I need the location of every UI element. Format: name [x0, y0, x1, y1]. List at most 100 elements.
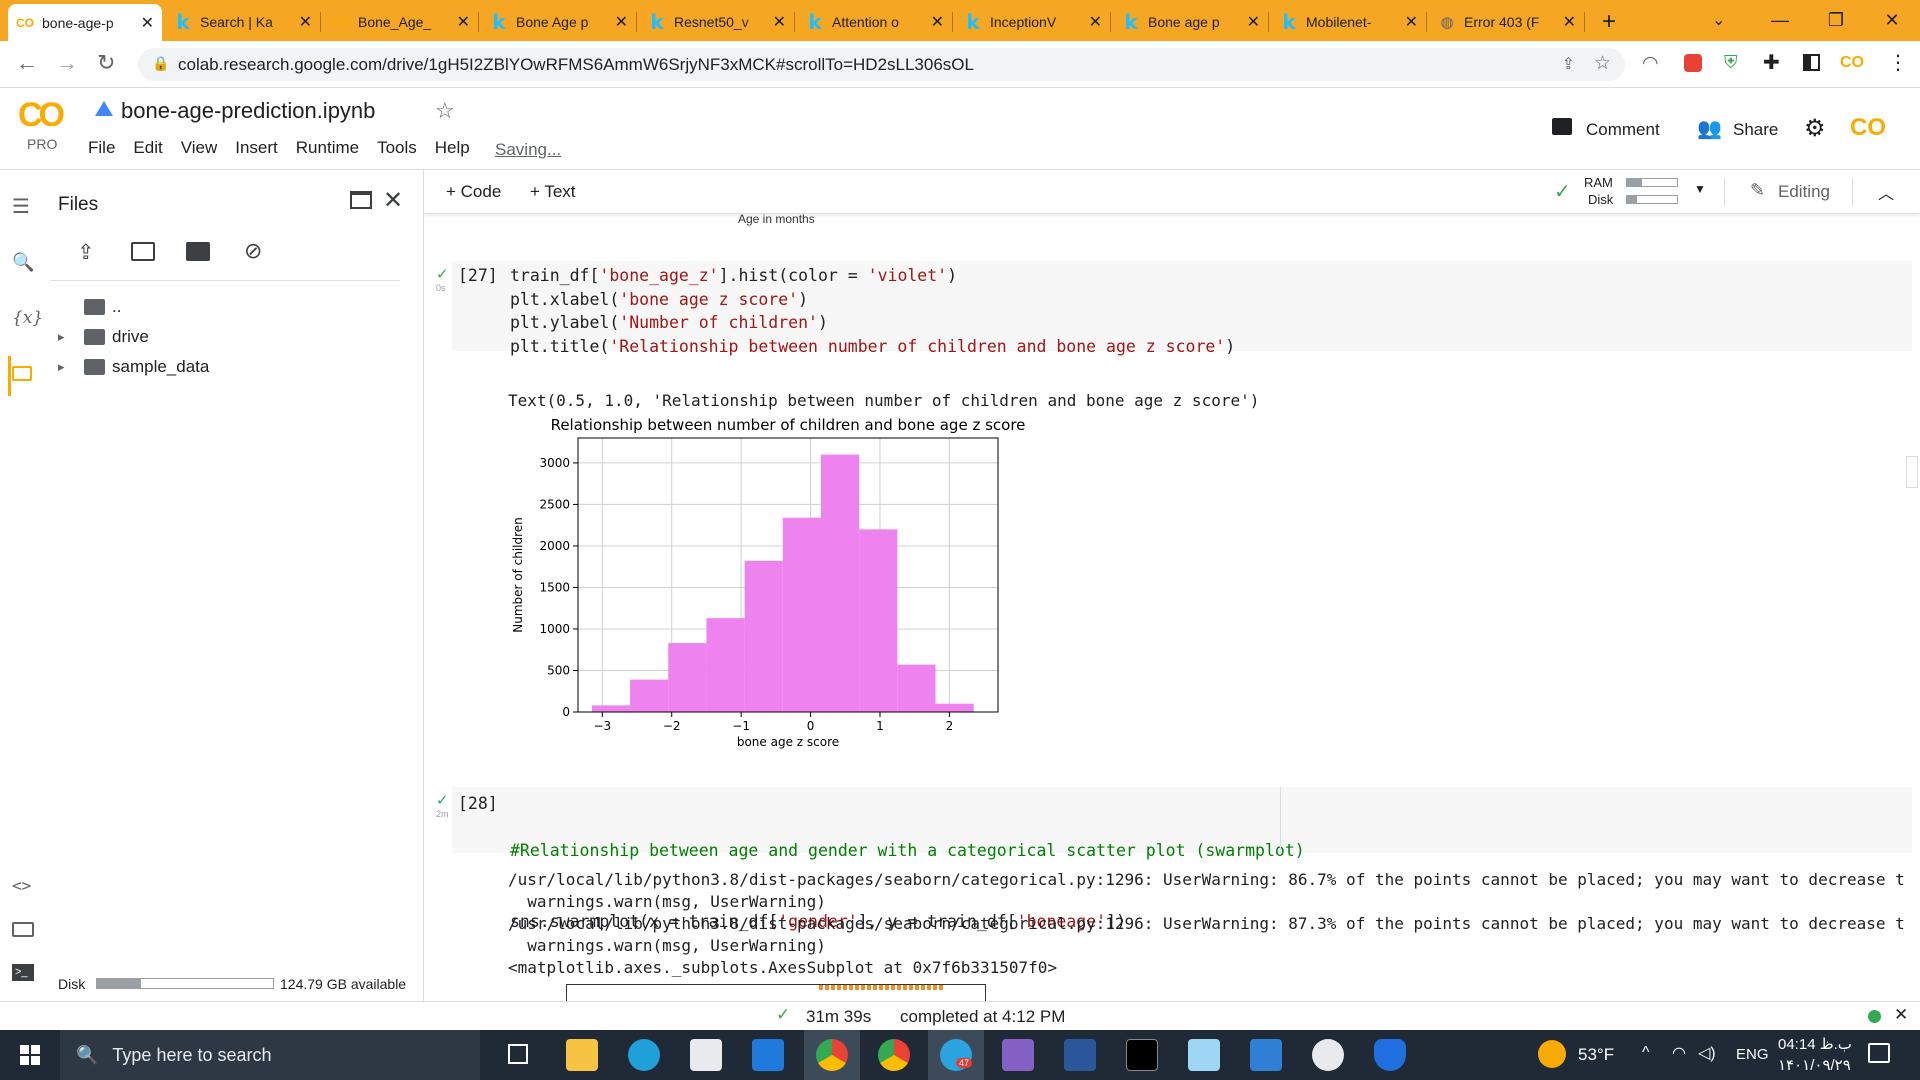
chrome-profile-icon[interactable]	[878, 1039, 910, 1071]
disk-resource-bar[interactable]	[1626, 195, 1678, 204]
browser-tab[interactable]: k Mobilenet- ✕	[1272, 6, 1427, 37]
resources-dropdown-icon[interactable]: ▼	[1694, 182, 1706, 196]
tray-chevron-icon[interactable]: ^	[1642, 1044, 1650, 1061]
word-icon[interactable]	[1064, 1039, 1096, 1071]
add-text-button[interactable]: + Text	[530, 182, 576, 201]
browser-tab[interactable]: k Search | Ka ✕	[166, 6, 321, 37]
mail-icon[interactable]	[752, 1039, 784, 1071]
variables-icon[interactable]: {x}	[12, 308, 44, 328]
browser-menu-icon[interactable]: ⋮	[1888, 52, 1908, 74]
colab-extension-icon[interactable]: CO	[1840, 54, 1864, 71]
side-panel-icon[interactable]	[1803, 54, 1820, 71]
browser-tab[interactable]: k Bone age p ✕	[1114, 6, 1269, 37]
close-tab-icon[interactable]: ✕	[140, 14, 154, 32]
back-button[interactable]: ←	[16, 50, 38, 75]
comment-icon[interactable]	[1552, 118, 1572, 135]
colab-account-icon[interactable]: CO	[1850, 114, 1886, 141]
code-cell-28[interactable]: ✓ 2m [28] #Relationship between age and …	[436, 787, 1912, 931]
paint-icon[interactable]	[1312, 1039, 1344, 1071]
cell-code[interactable]: #Relationship between age and gender wit…	[510, 792, 1305, 980]
share-button[interactable]: Share	[1733, 120, 1779, 139]
taskbar-search-box[interactable]: 🔍 Type here to search	[60, 1030, 480, 1080]
close-tab-icon[interactable]: ✕	[1404, 13, 1418, 31]
table-of-contents-icon[interactable]: ☰	[12, 196, 30, 218]
close-tab-icon[interactable]: ✕	[930, 13, 944, 31]
vpn-shield-icon[interactable]	[1374, 1039, 1406, 1071]
extension-icon-2[interactable]	[1684, 54, 1702, 72]
reload-button[interactable]: ↻	[97, 50, 116, 75]
command-palette-icon[interactable]	[12, 922, 34, 937]
code-cell-27[interactable]: ✓ 0s [27] train_df['bone_age_z'].hist(co…	[436, 261, 1912, 356]
notifications-icon[interactable]	[1868, 1043, 1890, 1063]
share-page-icon[interactable]: ⇪	[1561, 56, 1575, 73]
notebook-title[interactable]: bone-age-prediction.ipynb	[121, 98, 376, 123]
close-tab-icon[interactable]: ✕	[772, 13, 786, 31]
tab-search-chevron-icon[interactable]: ⌄	[1712, 12, 1726, 29]
file-tree-folder[interactable]: ▸ drive	[50, 322, 410, 352]
cell-code[interactable]: train_df['bone_age_z'].hist(color = 'vio…	[510, 264, 1235, 358]
store-icon[interactable]	[690, 1039, 722, 1071]
puzzle-extensions-icon[interactable]: ✚	[1763, 52, 1780, 74]
minimize-button[interactable]: —	[1771, 10, 1789, 30]
browser-tab[interactable]: CO Bone_Age_ ✕	[324, 6, 479, 37]
menu-item-insert[interactable]: Insert	[235, 138, 278, 157]
bookmark-star-icon[interactable]: ☆	[1593, 53, 1611, 74]
files-folder-icon[interactable]	[12, 366, 32, 381]
menu-item-tools[interactable]: Tools	[377, 138, 417, 157]
visual-studio-icon[interactable]	[1002, 1039, 1034, 1071]
close-tab-icon[interactable]: ✕	[456, 13, 470, 31]
menu-item-file[interactable]: File	[88, 138, 116, 157]
forward-button[interactable]: →	[56, 50, 78, 75]
menu-item-help[interactable]: Help	[434, 138, 470, 157]
share-people-icon[interactable]: 👥	[1697, 118, 1722, 140]
file-explorer-icon[interactable]	[566, 1039, 598, 1071]
browser-tab[interactable]: k Resnet50_v ✕	[640, 6, 795, 37]
colab-logo[interactable]: CO	[18, 96, 65, 134]
code-snippets-icon[interactable]: <>	[12, 876, 32, 895]
settings-gear-icon[interactable]: ⚙	[1804, 115, 1826, 142]
language-indicator[interactable]: ENG	[1736, 1046, 1769, 1063]
close-panel-icon[interactable]: ✕	[383, 187, 404, 214]
wifi-icon[interactable]: ◠	[1672, 1045, 1686, 1062]
clock-date[interactable]: ۱۴۰۱/۰۹/۲۹	[1778, 1057, 1851, 1074]
browser-tab[interactable]: ◍ Error 403 (F ✕	[1430, 6, 1585, 37]
browser-tab[interactable]: k Bone Age p ✕	[482, 6, 637, 37]
close-tab-icon[interactable]: ✕	[1088, 13, 1102, 31]
add-code-button[interactable]: + Code	[446, 182, 502, 201]
volume-icon[interactable]: ◁)	[1698, 1045, 1716, 1062]
upload-file-icon[interactable]: ⇪	[77, 241, 95, 264]
refresh-folder-icon[interactable]	[131, 242, 155, 261]
shield-extension-icon[interactable]: ⛨	[1724, 52, 1738, 72]
extension-icon-1[interactable]: ◠	[1642, 53, 1659, 74]
task-view-icon[interactable]	[508, 1044, 528, 1064]
menu-item-edit[interactable]: Edit	[133, 138, 163, 157]
close-tab-icon[interactable]: ✕	[298, 13, 312, 31]
expand-chevron-icon[interactable]: ▸	[58, 359, 65, 374]
comment-button[interactable]: Comment	[1586, 120, 1660, 139]
menu-item-runtime[interactable]: Runtime	[295, 138, 360, 157]
menu-item-view[interactable]: View	[180, 138, 218, 157]
star-notebook-icon[interactable]: ☆	[435, 98, 455, 123]
hide-files-eye-icon[interactable]: ⊘	[244, 238, 263, 263]
edge-icon[interactable]	[628, 1039, 660, 1071]
url-field[interactable]: 🔒 colab.research.google.com/drive/1gH5I2…	[138, 48, 1625, 81]
ram-usage-bar[interactable]	[1626, 178, 1678, 187]
open-in-tab-icon[interactable]	[350, 191, 372, 209]
restore-button[interactable]: ❐	[1827, 10, 1845, 30]
chrome-icon[interactable]	[816, 1039, 848, 1071]
file-tree-parent-dir[interactable]: ..	[50, 292, 410, 322]
terminal-app-icon[interactable]	[1126, 1039, 1158, 1071]
new-tab-button[interactable]: +	[1602, 8, 1617, 35]
windows-start-icon[interactable]	[20, 1045, 40, 1065]
notepad-icon[interactable]	[1188, 1039, 1220, 1071]
clock-time[interactable]: 04:14 ب.ظ	[1778, 1036, 1852, 1053]
close-tab-icon[interactable]: ✕	[614, 13, 628, 31]
close-tab-icon[interactable]: ✕	[1246, 13, 1260, 31]
search-icon[interactable]: 🔍	[12, 252, 35, 272]
mount-drive-icon[interactable]	[186, 242, 210, 261]
close-tab-icon[interactable]: ✕	[1562, 13, 1576, 31]
browser-tab[interactable]: CO bone-age-p ✕	[8, 4, 162, 41]
terminal-icon[interactable]: >_	[12, 964, 34, 981]
expand-chevron-icon[interactable]: ▸	[58, 329, 65, 344]
photos-icon[interactable]	[1250, 1039, 1282, 1071]
